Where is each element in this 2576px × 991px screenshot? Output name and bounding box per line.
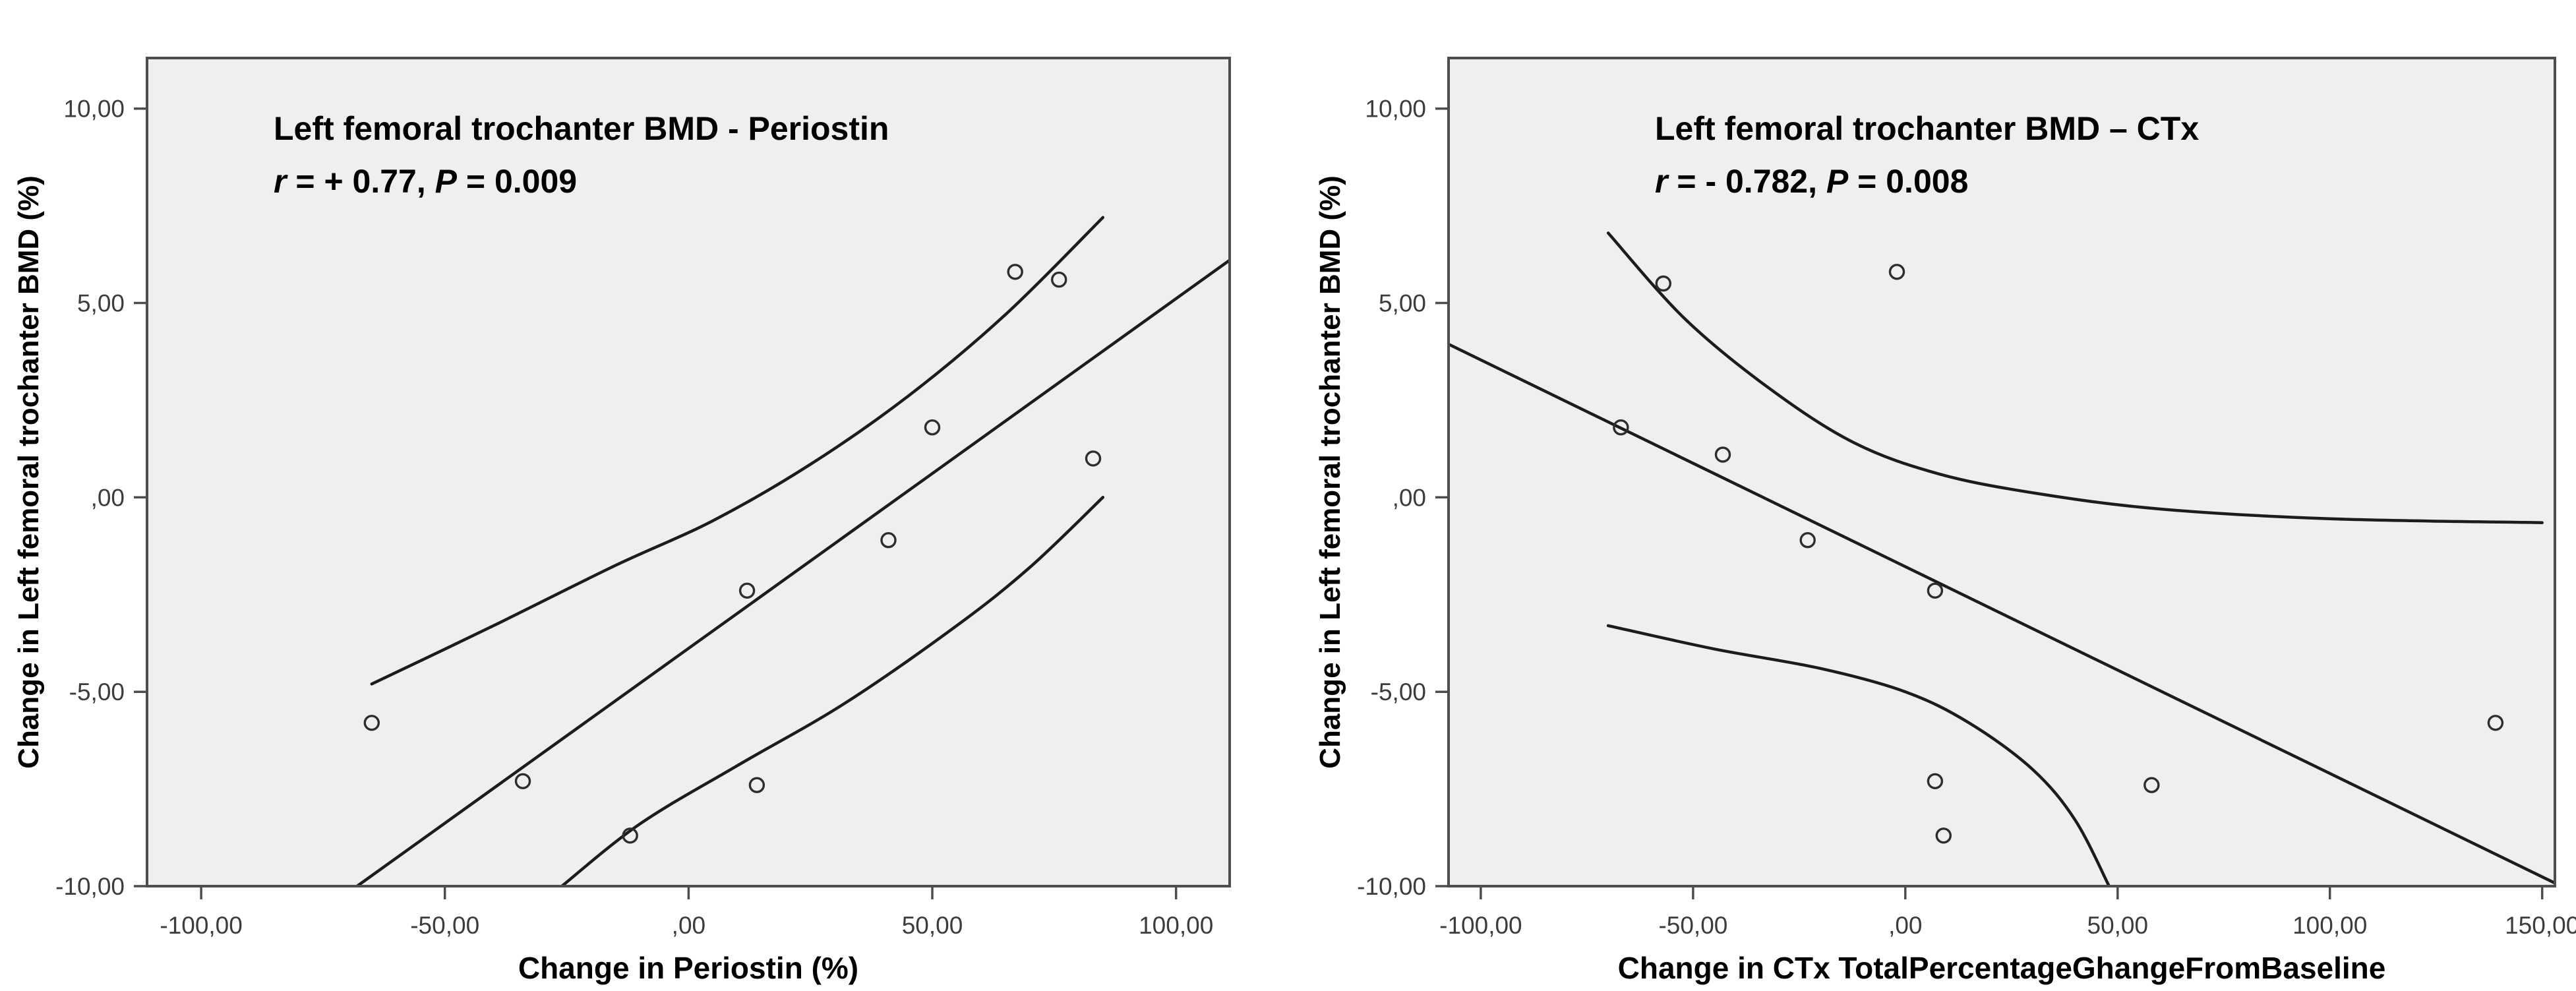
y-tick-label: ,00	[1393, 484, 1426, 511]
y-tick-label: ,00	[91, 484, 125, 511]
data-point-circle	[1007, 264, 1023, 280]
stat-annotation: r = + 0.77, P = 0.009	[274, 163, 577, 200]
stat-r-value: = + 0.77,	[286, 163, 434, 200]
x-tick-label: ,00	[672, 912, 705, 939]
stat-r-value: = - 0.782,	[1667, 163, 1826, 200]
x-axis-ticks: -100,00 -50,00 ,00 50,00 100,00 150,00	[1439, 886, 2576, 939]
data-point-circle	[2143, 777, 2160, 793]
stat-p-symbol: P	[435, 163, 458, 200]
ci-lower-curve	[560, 496, 1105, 886]
chart-annotation-title: Left femoral trochanter BMD – CTx	[1655, 110, 2199, 147]
data-point-circle	[1888, 264, 1905, 280]
data-point-circle	[363, 715, 380, 731]
y-axis-title: Change in Left femoral trochanter BMD (%…	[13, 175, 45, 769]
data-points	[1613, 264, 2504, 844]
stat-r-symbol: r	[1655, 163, 1669, 200]
x-tick-label: 50,00	[902, 912, 963, 939]
data-point-circle	[880, 532, 897, 549]
y-tick-label: -5,00	[69, 678, 125, 706]
x-tick-label: -100,00	[1439, 912, 1522, 939]
x-tick-label: 150,00	[2505, 912, 2576, 939]
data-point-circle	[1050, 271, 1067, 288]
y-axis-title: Change in Left femoral trochanter BMD (%…	[1314, 175, 1346, 769]
stat-p-value: = 0.008	[1848, 163, 1968, 200]
chart-panel-periostin: -100,00 -50,00,00 50,00 100,0010,005,00,00-…	[13, 57, 1231, 985]
y-tick-label: 5,00	[1379, 290, 1426, 317]
x-tick-label: -50,00	[1658, 912, 1727, 939]
data-points	[363, 264, 1102, 844]
data-point-circle	[924, 419, 941, 436]
y-tick-label: 10,00	[63, 96, 125, 123]
data-point-circle	[1799, 532, 1816, 549]
x-tick-label: -100,00	[160, 912, 243, 939]
ci-upper-curve	[1606, 231, 2544, 524]
x-tick-label: -50,00	[410, 912, 479, 939]
y-tick-label: 5,00	[77, 290, 125, 317]
regression-line	[355, 258, 1230, 886]
data-point-circle	[1714, 446, 1731, 463]
x-tick-label: 100,00	[2292, 912, 2367, 939]
fit-curves	[1449, 231, 2555, 886]
regression-line	[1449, 342, 2555, 885]
x-axis-title: Change in Periostin (%)	[518, 951, 858, 985]
y-axis-ticks: 10,00 5,00 ,00 -5,00 -10,00	[1357, 96, 1449, 900]
stat-r-symbol: r	[274, 163, 288, 200]
y-tick-label: -10,00	[1357, 873, 1426, 900]
data-point-circle	[1613, 419, 1629, 436]
y-tick-label: -5,00	[1371, 678, 1426, 706]
data-point-circle	[1655, 275, 1672, 292]
y-tick-label: -10,00	[55, 873, 125, 900]
chart-panel-ctx: -100,00 -50,00 ,00 50,00 100,00 150,00 10,00 5,…	[1314, 57, 2576, 985]
chart-annotation-title: Left femoral trochanter BMD - Periostin	[274, 110, 889, 147]
x-tick-label: 100,00	[1139, 912, 1213, 939]
plot-area	[1449, 58, 2555, 886]
data-point-circle	[1927, 582, 1944, 599]
data-point-circle	[1085, 450, 1102, 467]
x-axis-ticks: -100,00 -50,00 ,00 50,00 100,00	[160, 886, 1213, 939]
stat-annotation: r = - 0.782, P = 0.008	[1655, 163, 1968, 200]
data-point-circle	[2487, 715, 2504, 731]
x-axis-title: Change in CTx TotalPercentageGhangeFromB…	[1618, 951, 2386, 985]
y-tick-label: 10,00	[1365, 96, 1426, 123]
data-point-circle	[514, 773, 531, 790]
x-tick-label: 50,00	[2087, 912, 2149, 939]
axis-frame	[1447, 57, 2556, 887]
plot-area	[147, 58, 1230, 886]
ci-lower-curve	[1606, 624, 2111, 886]
stat-p-symbol: P	[1826, 163, 1849, 200]
data-point-circle	[748, 777, 765, 793]
stat-p-value: = 0.009	[457, 163, 577, 200]
fit-curves	[355, 216, 1230, 886]
y-axis-ticks: 10,00 5,00 ,00 -5,00 -10,00	[55, 96, 147, 900]
data-point-circle	[738, 582, 756, 599]
x-tick-label: ,00	[1888, 912, 1922, 939]
ci-upper-curve	[370, 216, 1105, 686]
data-point-circle	[1927, 773, 1944, 790]
data-point-circle	[1935, 827, 1952, 844]
data-point-circle	[622, 827, 638, 844]
